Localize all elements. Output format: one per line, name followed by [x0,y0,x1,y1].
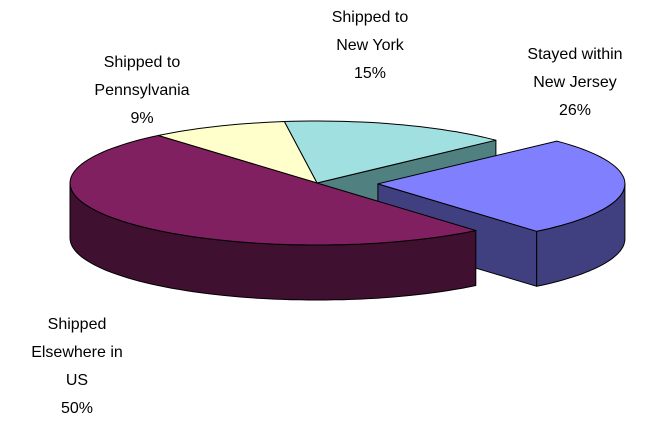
slice [283,120,497,184]
value-label: 26% [558,102,592,119]
category-label: Shipped to New York [331,9,409,54]
category-label: Shipped to Pennsylvania [94,54,190,99]
slice [157,121,318,184]
category-label: Shipped Elsewhere in US [31,316,123,389]
slice-label: Shipped Elsewhere in US 50% [0,311,157,423]
slice [69,135,477,246]
value-label: 15% [353,65,387,82]
slice-label: Shipped to Pennsylvania 9% [62,49,222,133]
value-label: 9% [130,110,154,127]
slice-label: Stayed within New Jersey 26% [495,41,649,125]
slice-label: Shipped to New York 15% [290,4,450,88]
value-label: 50% [60,400,94,417]
slice [377,140,626,232]
category-label: Stayed within New Jersey [527,46,623,91]
